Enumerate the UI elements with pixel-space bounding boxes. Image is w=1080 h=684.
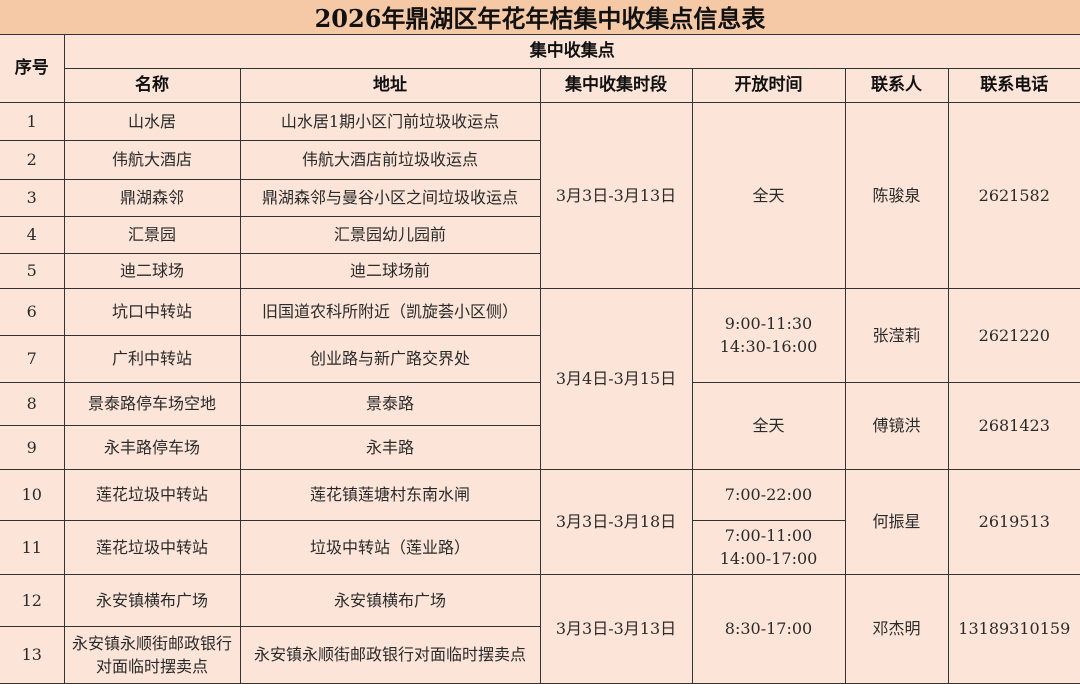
row-index: 6 (0, 287, 65, 336)
row-address: 山水居1期小区门前垃圾收运点 (239, 101, 541, 141)
row-contact: 陈骏泉 (844, 101, 949, 289)
row-name: 迪二球场 (63, 252, 241, 289)
row-index: 11 (0, 519, 65, 575)
row-phone: 2681423 (947, 381, 1080, 470)
row-address: 永安镇横布广场 (239, 573, 541, 627)
header-period: 集中收集时段 (539, 67, 693, 103)
row-index: 3 (0, 178, 65, 217)
row-name: 鼎湖森邻 (63, 178, 241, 217)
row-name: 山水居 (63, 101, 241, 141)
table-row: 2 伟航大酒店 伟航大酒店前垃圾收运点 (0, 139, 1080, 180)
row-period: 3月3日-3月13日 (539, 573, 693, 684)
row-name: 莲花垃圾中转站 (63, 519, 241, 575)
row-contact: 邓杰明 (844, 573, 949, 684)
row-phone: 2621582 (947, 101, 1080, 289)
row-index: 4 (0, 215, 65, 254)
row-name: 永安镇永顺街邮政银行对面临时摆卖点 (63, 625, 241, 684)
row-phone: 2619513 (947, 468, 1080, 575)
header-address: 地址 (239, 67, 541, 103)
table-row: 10 莲花垃圾中转站 莲花镇莲塘村东南水闸 3月3日-3月18日 7:00-22:00 何… (0, 468, 1080, 575)
row-period: 3月3日-3月13日 (539, 101, 693, 289)
header-index: 序号 (0, 35, 65, 103)
table-title: 2026年鼎湖区年花年桔集中收集点信息表 (0, 0, 1080, 35)
row-name: 广利中转站 (63, 334, 241, 383)
row-index: 7 (0, 334, 65, 383)
table-row: 6 坑口中转站 旧国道农科所附近（凯旋荟小区侧） 3月4日-3月15日 9:00-11:… (0, 287, 1080, 470)
row-name: 坑口中转站 (63, 287, 241, 336)
row-contact: 张滢莉 (844, 287, 949, 383)
header-group: 集中收集点 (63, 35, 1080, 69)
row-name: 伟航大酒店 (63, 139, 241, 180)
row-index: 8 (0, 381, 65, 426)
row-hours: 全天 (691, 381, 846, 470)
row-phone: 2621220 (947, 287, 1080, 383)
row-name: 汇景园 (63, 215, 241, 254)
row-name: 莲花垃圾中转站 (63, 468, 241, 521)
row-hours: 全天 (691, 101, 846, 289)
row-index: 1 (0, 101, 65, 141)
row-hours: 7:00-11:00 14:00-17:00 (691, 519, 845, 575)
row-index: 13 (0, 625, 65, 684)
row-contact: 何振星 (844, 468, 949, 575)
row-hours: 9:00-11:30 14:30-16:00 (691, 287, 846, 383)
header-contact: 联系人 (844, 67, 949, 103)
row-address: 旧国道农科所附近（凯旋荟小区侧） (239, 287, 541, 336)
row-index: 5 (0, 252, 65, 289)
row-address: 伟航大酒店前垃圾收运点 (239, 139, 540, 180)
table-row: 7 广利中转站 创业路与新广路交界处 (0, 334, 1080, 383)
table-row: 13 永安镇永顺街邮政银行对面临时摆卖点 永安镇永顺街邮政银行对面临时摆卖点 (0, 625, 1080, 684)
row-address: 迪二球场前 (239, 252, 540, 289)
header-hours: 开放时间 (691, 67, 846, 103)
table-row: 4 汇景园 汇景园幼儿园前 (0, 215, 1080, 254)
table-row: 12 永安镇横布广场 永安镇横布广场 3月3日-3月13日 8:30-17:00 邓杰明 1… (0, 573, 1080, 684)
table-row: 11 莲花垃圾中转站 垃圾中转站（莲业路） 7:00-11:00 14:00-17:0… (0, 519, 1080, 575)
row-index: 2 (0, 139, 65, 180)
collection-points-table: 序号 集中收集点 名称 地址 集中收集时段 开放时间 联系人 联系电话 1 山水居… (0, 35, 1080, 684)
row-address: 鼎湖森邻与曼谷小区之间垃圾收运点 (239, 178, 540, 217)
row-index: 12 (0, 573, 65, 627)
row-period: 3月4日-3月15日 (539, 287, 693, 470)
row-index: 10 (0, 468, 65, 521)
header-name: 名称 (64, 67, 241, 103)
row-contact: 傅镜洪 (844, 381, 949, 470)
row-hours: 7:00-22:00 (691, 468, 846, 521)
row-address: 垃圾中转站（莲业路） (239, 519, 541, 575)
row-address: 永丰路 (239, 424, 540, 470)
row-address: 永安镇永顺街邮政银行对面临时摆卖点 (239, 625, 540, 684)
table-row: 9 永丰路停车场 永丰路 (0, 424, 1080, 470)
row-name: 永丰路停车场 (63, 424, 241, 470)
row-address: 景泰路 (239, 381, 541, 426)
row-period: 3月3日-3月18日 (539, 468, 693, 575)
row-address: 莲花镇莲塘村东南水闸 (239, 468, 541, 521)
row-name: 景泰路停车场空地 (63, 381, 241, 426)
row-hours: 8:30-17:00 (691, 573, 846, 684)
row-address: 创业路与新广路交界处 (239, 334, 540, 383)
row-address: 汇景园幼儿园前 (239, 215, 540, 254)
table-row: 1 山水居 山水居1期小区门前垃圾收运点 3月3日-3月13日 全天 陈骏泉 2621582 (0, 101, 1080, 289)
header-phone: 联系电话 (947, 67, 1080, 103)
table-row: 8 景泰路停车场空地 景泰路 全天 傅镜洪 2681423 (0, 381, 1080, 470)
row-phone: 13189310159 (947, 573, 1080, 684)
row-index: 9 (0, 424, 65, 470)
row-name: 永安镇横布广场 (63, 573, 241, 627)
